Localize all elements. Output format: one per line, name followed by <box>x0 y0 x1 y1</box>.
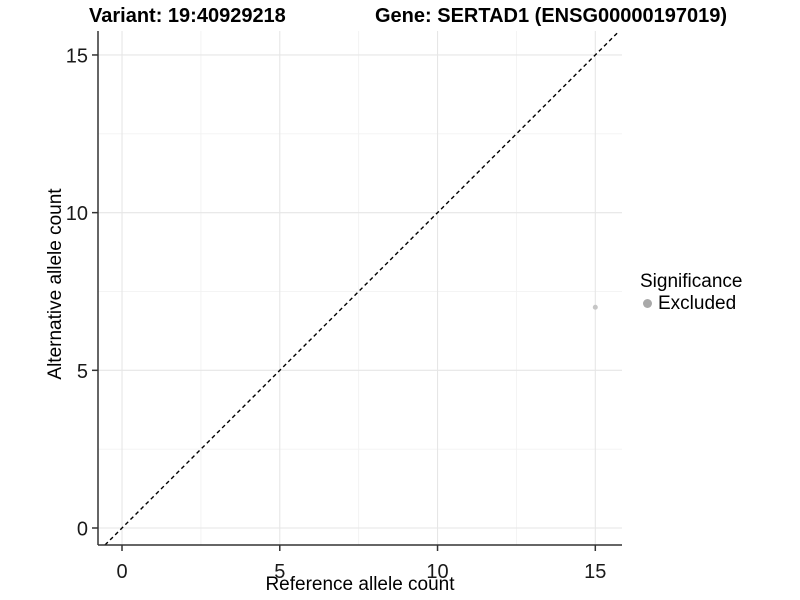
x-tick-label: 5 <box>274 561 285 583</box>
data-point <box>592 304 598 310</box>
legend-item-label: Excluded <box>658 293 737 314</box>
y-tick-label: 15 <box>66 45 88 67</box>
y-tick-label: 10 <box>66 203 88 225</box>
legend-title: Significance <box>640 271 743 292</box>
legend: Significance Excluded <box>640 271 742 314</box>
legend-item-excluded: Excluded <box>640 293 742 314</box>
x-tick-label: 10 <box>426 561 448 583</box>
x-tick-label: 0 <box>116 561 127 583</box>
y-tick-label: 5 <box>77 361 88 383</box>
y-axis-title: Alternative allele count <box>45 188 66 380</box>
y-tick-label: 0 <box>77 519 88 541</box>
gene-title: Gene: SERTAD1 (ENSG00000197019) <box>375 5 728 27</box>
variant-title: Variant: 19:40929218 <box>89 5 286 27</box>
x-tick-label: 15 <box>584 561 606 583</box>
x-axis-title: Reference allele count <box>265 574 455 595</box>
legend-point-icon <box>643 299 652 308</box>
identity-line <box>104 30 620 546</box>
